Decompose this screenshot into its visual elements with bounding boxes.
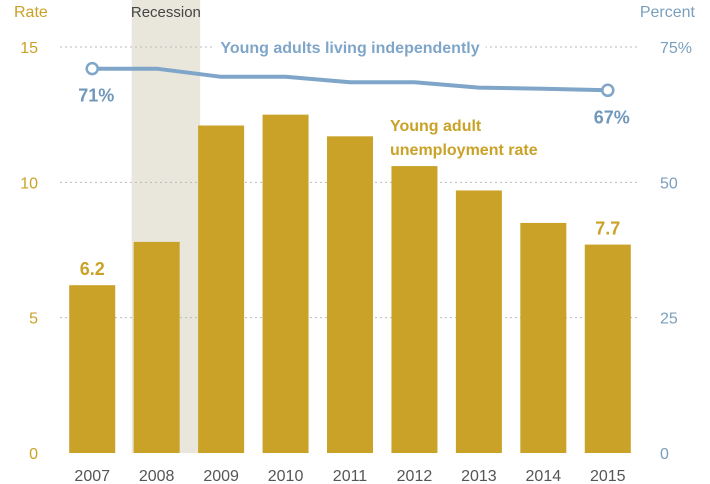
y-tick-left: 0 [29,446,38,463]
bar [391,166,438,454]
x-tick: 2008 [139,468,175,484]
y-axis-left-ticks: 0 5 10 15 [20,40,38,463]
recession-label-line-1: Great [147,0,185,2]
bar [69,285,116,453]
y-tick-left: 10 [20,175,38,192]
bar [198,125,245,453]
series-label-unemployment-line-1: Young adult [390,118,482,135]
bar-value-label: 6.2 [80,259,105,279]
line-endpoint [601,83,615,98]
bar [327,136,373,453]
x-tick: 2012 [397,468,433,484]
x-tick: 2014 [526,468,562,484]
bar [455,190,502,453]
series-label-living-independently: Young adults living independently [220,40,479,57]
living-independently-line [92,66,608,93]
y-tick-right: 25 [660,311,678,328]
bars [69,114,631,454]
bar-value-label: 7.7 [595,219,620,239]
x-tick: 2015 [590,468,626,484]
recession-label: Great Recession [131,0,201,21]
bar [584,244,631,453]
y-axis-right-title: Percent [640,4,696,21]
series-label-unemployment-line-2: unemployment rate [390,142,538,159]
y-tick-right: 0 [660,446,669,463]
recession-label-line-2: Recession [131,4,201,21]
line-points [85,61,615,98]
x-tick: 2013 [461,468,497,484]
line-value-label: 67% [594,107,630,127]
x-axis-ticks: 2007 2008 2009 2010 2011 2012 2013 2014 2015 [74,468,625,484]
y-axis-left-title: Rate [14,4,48,21]
y-tick-left: 15 [20,40,38,57]
x-tick: 2011 [333,468,368,484]
bar [520,222,567,453]
value-labels: 6.2 7.7 71% 67% [78,86,630,280]
y-axis-right-ticks: 0 25 50 75% [660,40,692,463]
line-value-label: 71% [78,86,114,106]
series-label-background [214,39,486,58]
bar [133,241,180,453]
x-tick: 2007 [74,468,110,484]
line-endpoint [85,61,99,76]
y-tick-right: 75% [660,40,692,57]
x-tick: 2010 [268,468,304,484]
y-tick-left: 5 [29,311,38,328]
y-tick-right: 50 [660,175,678,192]
bar [262,114,309,454]
x-tick: 2009 [203,468,239,484]
